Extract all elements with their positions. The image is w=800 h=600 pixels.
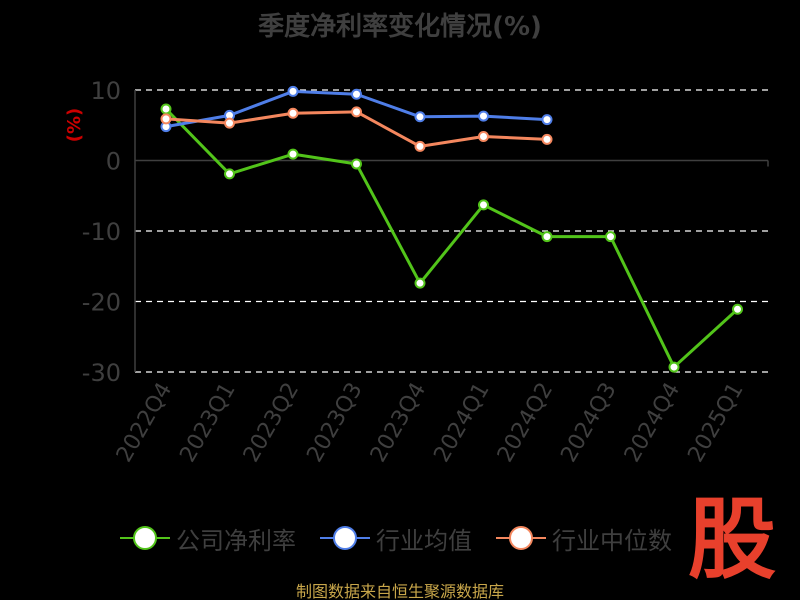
data-point-industry-median [224, 117, 235, 129]
data-point-industry-avg [541, 114, 553, 126]
x-tick-label: 2023Q4 [366, 379, 431, 467]
data-point-company [414, 277, 426, 289]
data-point-company [541, 231, 553, 243]
x-tick-label: 2024Q1 [429, 379, 494, 467]
legend-label-company: 公司净利率 [176, 526, 296, 555]
y-axis-label: (%) [64, 108, 85, 143]
data-point-industry-median [351, 106, 362, 118]
brand-logo: 股 [688, 488, 777, 591]
x-tick-label: 2023Q1 [175, 379, 240, 467]
y-tick-label: -20 [82, 289, 121, 317]
x-tick-label: 2023Q2 [239, 379, 304, 467]
data-point-industry-median [541, 133, 553, 145]
legend-label-industry-median: 行业中位数 [552, 526, 672, 555]
y-tick-label: 0 [106, 148, 121, 176]
legend-marker-industry-avg [333, 526, 357, 550]
x-tick-label: 2023Q3 [302, 379, 367, 467]
x-tick-label: 2022Q4 [112, 379, 177, 467]
data-point-company [732, 303, 743, 315]
chart-title: 季度净利率变化情况(%) [258, 12, 542, 42]
legend-item-industry-median[interactable]: 行业中位数 [496, 521, 672, 556]
data-point-industry-median [160, 113, 172, 125]
legend-marker-industry-median [509, 526, 533, 550]
data-point-industry-avg [478, 110, 489, 122]
chart-legend: 公司净利率 行业均值 行业中位数 [120, 518, 696, 558]
x-tick-label: 2025Q1 [683, 379, 748, 467]
data-point-industry-avg [287, 85, 299, 97]
source-note: 制图数据来自恒生聚源数据库 [295, 582, 504, 600]
data-point-company [605, 231, 616, 243]
series-line-company [164, 107, 739, 369]
data-point-industry-avg [414, 111, 426, 123]
data-point-company [287, 148, 299, 160]
legend-marker-company [133, 526, 157, 550]
legend-label-industry-avg: 行业均值 [376, 526, 472, 555]
data-point-company [224, 168, 235, 180]
data-point-industry-median [287, 107, 299, 119]
legend-item-company[interactable]: 公司净利率 [120, 521, 296, 556]
data-point-industry-median [414, 140, 426, 152]
legend-swatch-company [120, 526, 170, 550]
x-tick-label: 2024Q2 [493, 379, 558, 467]
data-point-company [478, 199, 489, 211]
x-tick-label: 2024Q3 [556, 379, 621, 467]
legend-swatch-industry-median [496, 526, 546, 550]
data-point-industry-avg [351, 88, 362, 100]
y-tick-label: 10 [90, 77, 121, 105]
legend-swatch-industry-avg [320, 526, 370, 550]
legend-item-industry-avg[interactable]: 行业均值 [320, 521, 472, 556]
data-point-company [351, 158, 362, 170]
data-point-company [160, 103, 172, 115]
data-point-industry-median [478, 131, 489, 143]
y-tick-label: -10 [82, 218, 121, 246]
x-tick-label: 2024Q4 [620, 379, 685, 467]
y-tick-label: -30 [82, 359, 121, 387]
data-point-company [668, 361, 680, 373]
